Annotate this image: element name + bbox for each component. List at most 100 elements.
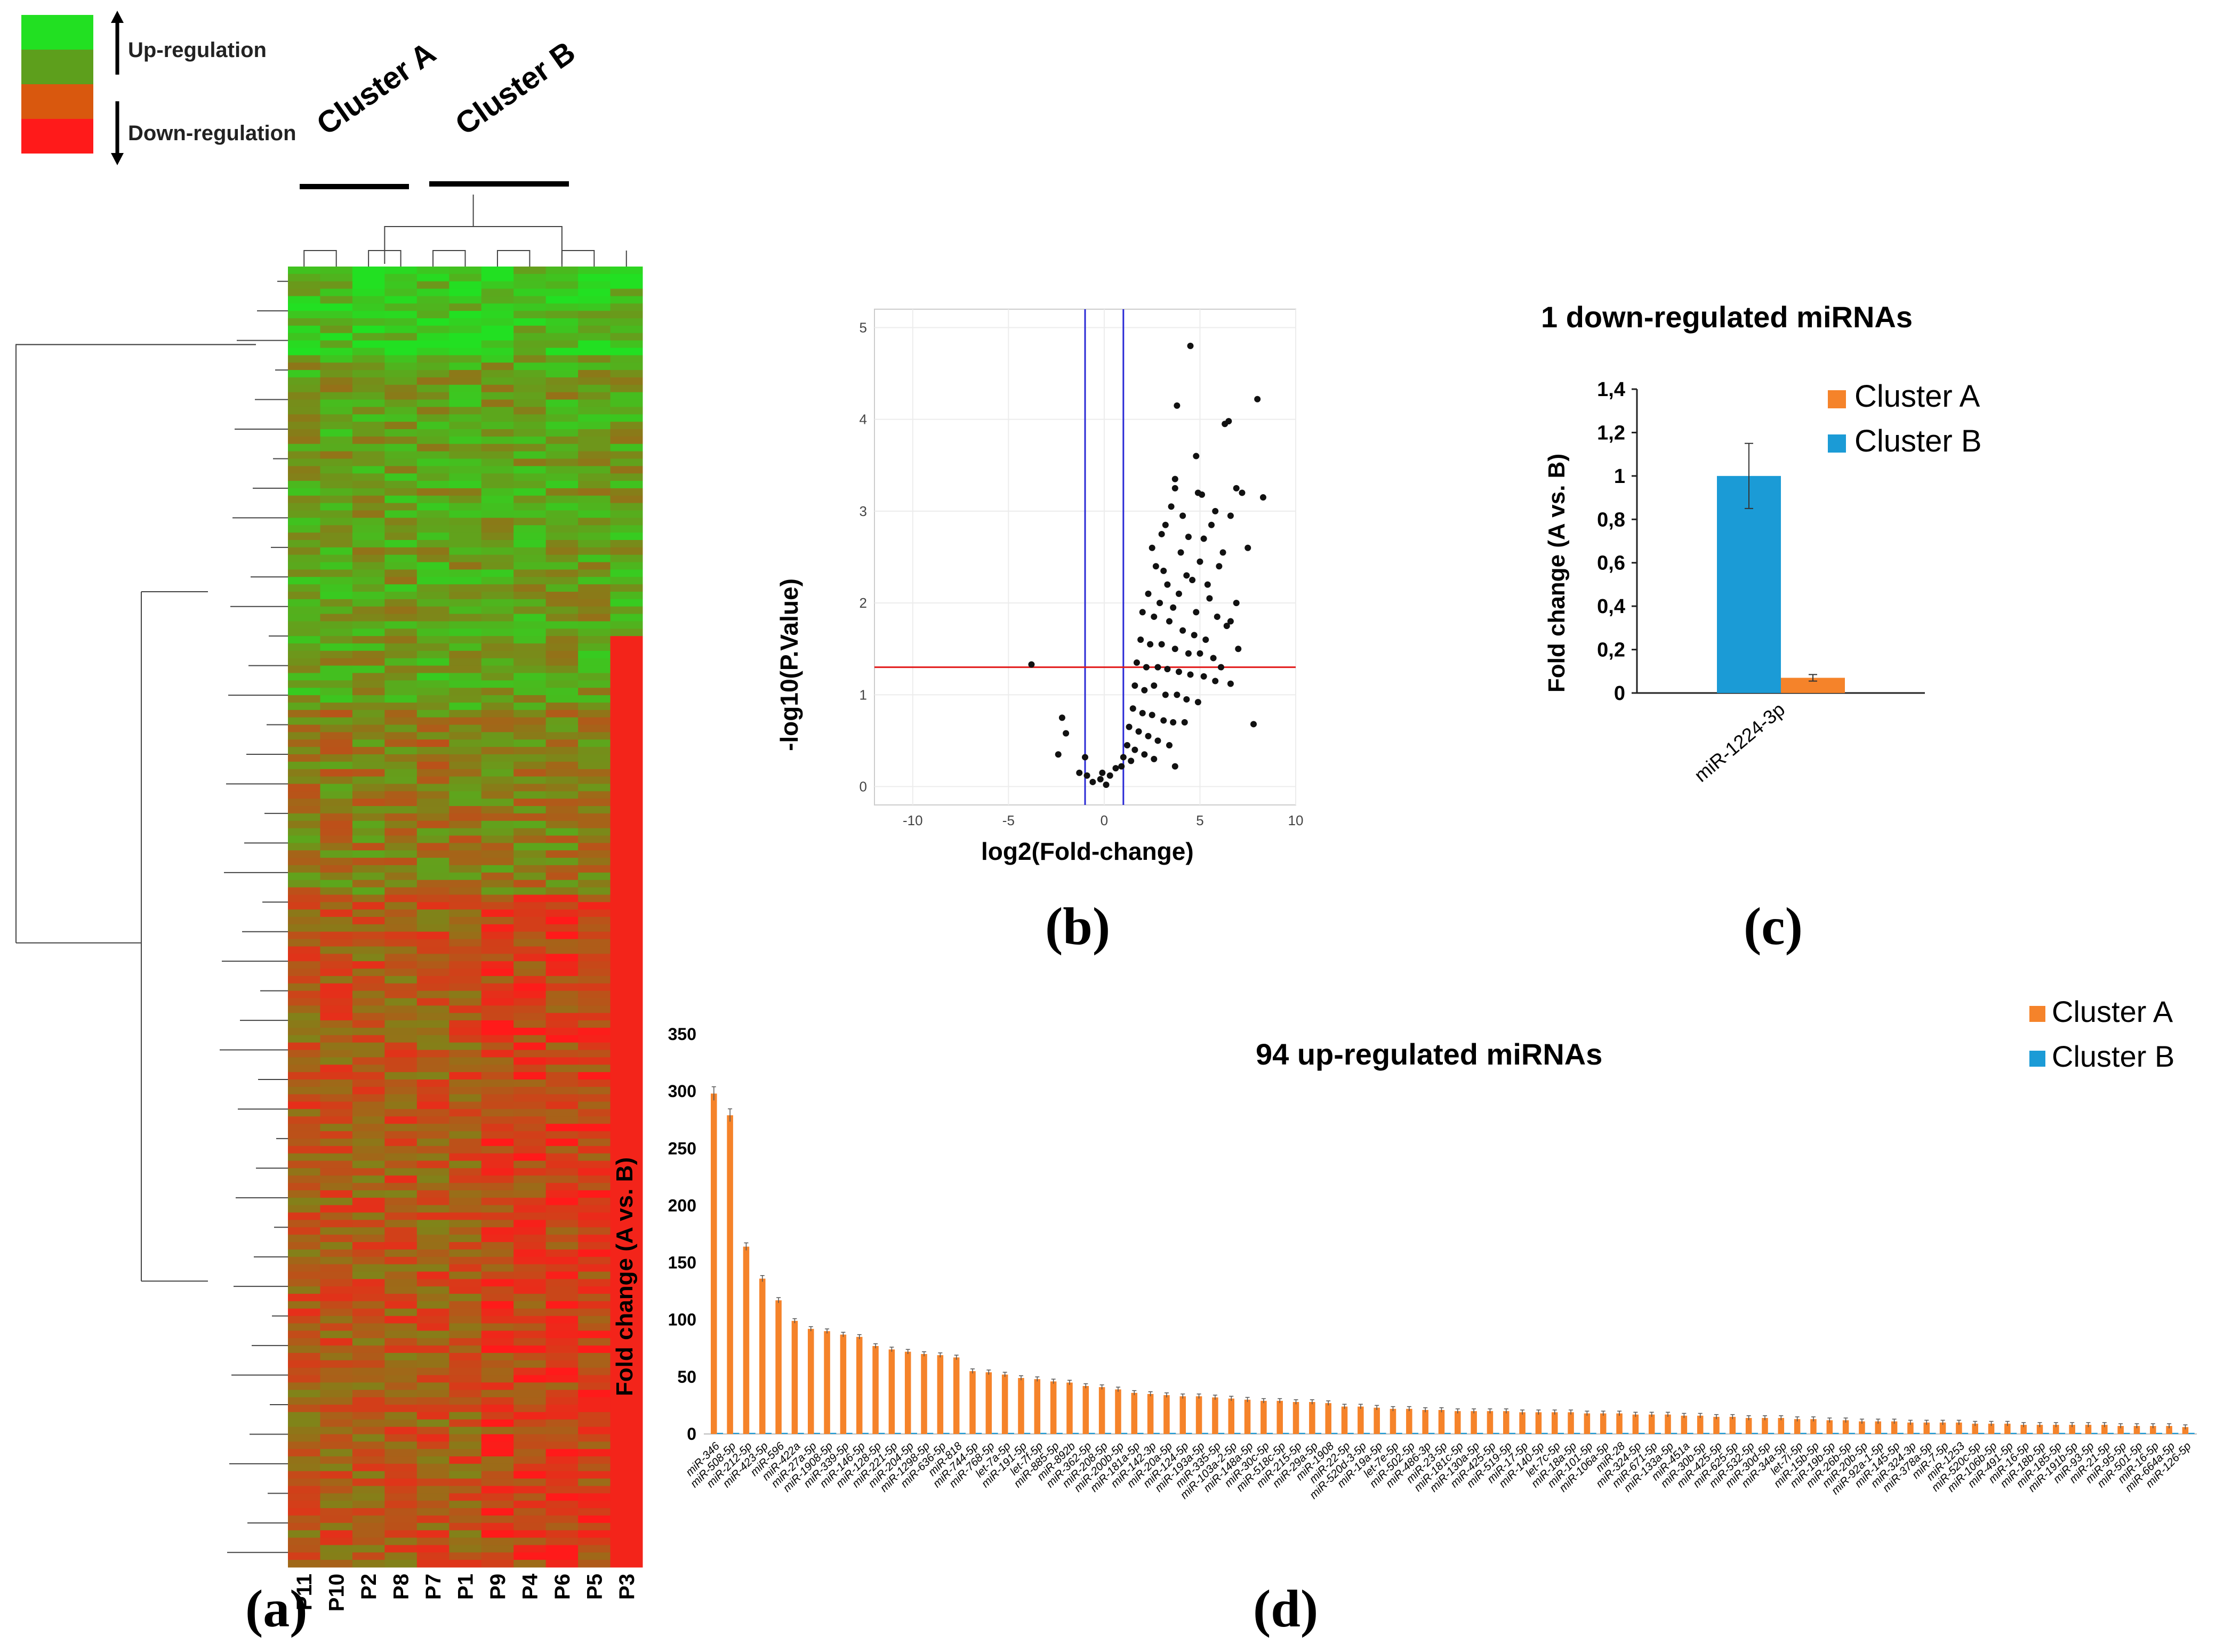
heatmap-cell xyxy=(352,820,385,829)
error-bar xyxy=(1843,1417,1848,1423)
heatmap-cell xyxy=(481,399,514,407)
data-point xyxy=(1147,641,1154,648)
heatmap-cell xyxy=(610,273,643,282)
heatmap-cell xyxy=(545,628,579,636)
heatmap-cell xyxy=(449,990,482,998)
heatmap-cell xyxy=(352,806,385,814)
heatmap-cell xyxy=(578,1065,611,1073)
heatmap-cell xyxy=(449,931,482,940)
down-arrow-icon xyxy=(111,153,124,165)
heatmap-cell xyxy=(449,1138,482,1147)
heatmap-cell xyxy=(513,1101,547,1109)
heatmap-cell xyxy=(416,1109,449,1117)
heatmap-cell xyxy=(481,1552,514,1560)
heatmap-cell xyxy=(352,436,385,445)
heatmap-cell xyxy=(416,533,449,541)
heatmap-cell xyxy=(481,466,514,474)
heatmap-cell xyxy=(578,673,611,681)
bar-cluster-b xyxy=(1962,1432,1969,1434)
data-point xyxy=(1103,781,1110,788)
bar-cluster-a xyxy=(1115,1389,1121,1434)
heatmap-cell xyxy=(384,865,417,873)
heatmap-cell xyxy=(545,1161,579,1169)
heatmap-cell xyxy=(320,983,353,992)
heatmap-cell xyxy=(481,1397,514,1405)
heatmap-cell xyxy=(481,961,514,969)
heatmap-cell xyxy=(320,311,353,319)
heatmap-cell xyxy=(578,592,611,600)
error-bar xyxy=(744,1242,749,1251)
heatmap-cell xyxy=(384,1367,417,1376)
heatmap-cell xyxy=(352,1530,385,1538)
heatmap-cell xyxy=(288,1013,320,1021)
heatmap-cell xyxy=(578,1545,611,1553)
heatmap-cell xyxy=(481,577,514,585)
heatmap-cell xyxy=(384,333,417,341)
x-tick-label: 10 xyxy=(1288,812,1304,828)
data-point xyxy=(1210,655,1217,662)
heatmap-cell xyxy=(352,732,385,740)
bar-cluster-a xyxy=(1341,1406,1348,1434)
heatmap-cell xyxy=(352,1183,385,1191)
heatmap-cell xyxy=(416,1094,449,1102)
heatmap-cell xyxy=(545,776,579,784)
x-tick-label: miR-1224-3p xyxy=(1690,698,1789,786)
heatmap-cell xyxy=(481,976,514,984)
error-bar xyxy=(1795,1416,1800,1422)
heatmap-cell xyxy=(384,1050,417,1058)
heatmap-cell xyxy=(545,384,579,393)
heatmap-cell xyxy=(449,1131,482,1139)
heatmap-cell xyxy=(384,599,417,607)
heatmap-cell xyxy=(288,451,320,459)
heatmap-cell xyxy=(320,1271,353,1279)
heatmap-cell xyxy=(481,569,514,577)
heatmap-cell xyxy=(481,1153,514,1161)
bar-cluster-b xyxy=(862,1432,869,1434)
heatmap-cell xyxy=(416,917,449,925)
heatmap-cell xyxy=(416,384,449,393)
heatmap-cell xyxy=(610,990,643,998)
heatmap-cell xyxy=(513,1316,547,1324)
heatmap-cell xyxy=(352,1042,385,1051)
heatmap-cell xyxy=(545,1331,579,1339)
bar-cluster-b xyxy=(1428,1432,1435,1434)
error-bar xyxy=(1245,1397,1250,1402)
heatmap-cell xyxy=(578,1013,611,1021)
heatmap-cell xyxy=(384,621,417,629)
heatmap-cell xyxy=(288,377,320,385)
heatmap-cell xyxy=(352,370,385,378)
heatmap-cell xyxy=(513,688,547,696)
heatmap-cell xyxy=(481,533,514,541)
heatmap-cell xyxy=(578,658,611,666)
heatmap-cell xyxy=(384,495,417,504)
heatmap-cell xyxy=(545,761,579,770)
heatmap-cell xyxy=(545,1013,579,1021)
bar-cluster-b xyxy=(2026,1432,2033,1434)
data-point xyxy=(1139,609,1146,616)
heatmap-cell xyxy=(384,724,417,732)
heatmap-cell xyxy=(352,717,385,726)
heatmap-cell xyxy=(610,1375,643,1383)
heatmap-cell xyxy=(384,1360,417,1368)
data-point xyxy=(1217,664,1224,671)
heatmap-cell xyxy=(610,1065,643,1073)
heatmap-cell xyxy=(513,917,547,925)
bar-cluster-a xyxy=(1826,1420,1833,1434)
heatmap-cell xyxy=(288,880,320,888)
heatmap-cell xyxy=(610,865,643,873)
heatmap-cell xyxy=(288,1050,320,1058)
heatmap-cell xyxy=(578,340,611,348)
heatmap-cell xyxy=(352,924,385,932)
error-bar xyxy=(1375,1405,1379,1410)
heatmap-cell xyxy=(320,1390,353,1398)
heatmap-cell xyxy=(416,872,449,881)
heatmap-cell xyxy=(384,1101,417,1109)
heatmap-cell xyxy=(352,998,385,1006)
heatmap-cell xyxy=(578,547,611,555)
heatmap-cell xyxy=(481,592,514,600)
heatmap-cell xyxy=(352,325,385,334)
bar-cluster-a xyxy=(1325,1403,1331,1434)
heatmap-cell xyxy=(578,1501,611,1509)
heatmap-cell xyxy=(416,1183,449,1191)
volcano-ylabel: -log10(P.Value) xyxy=(775,578,803,751)
